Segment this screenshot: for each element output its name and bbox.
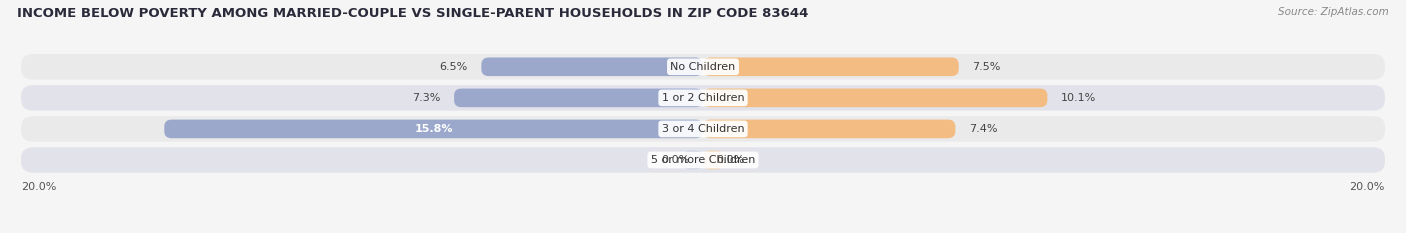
Text: 3 or 4 Children: 3 or 4 Children	[662, 124, 744, 134]
Text: 0.0%: 0.0%	[717, 155, 745, 165]
FancyBboxPatch shape	[21, 85, 1385, 111]
Text: 6.5%: 6.5%	[440, 62, 468, 72]
Text: 7.3%: 7.3%	[412, 93, 440, 103]
Text: INCOME BELOW POVERTY AMONG MARRIED-COUPLE VS SINGLE-PARENT HOUSEHOLDS IN ZIP COD: INCOME BELOW POVERTY AMONG MARRIED-COUPL…	[17, 7, 808, 20]
FancyBboxPatch shape	[481, 58, 703, 76]
Text: 20.0%: 20.0%	[21, 182, 56, 192]
FancyBboxPatch shape	[21, 147, 1385, 173]
FancyBboxPatch shape	[21, 54, 1385, 79]
FancyBboxPatch shape	[703, 58, 959, 76]
Text: 5 or more Children: 5 or more Children	[651, 155, 755, 165]
Text: 0.0%: 0.0%	[661, 155, 689, 165]
Text: 7.5%: 7.5%	[973, 62, 1001, 72]
Text: 20.0%: 20.0%	[1350, 182, 1385, 192]
Text: Source: ZipAtlas.com: Source: ZipAtlas.com	[1278, 7, 1389, 17]
Text: 7.4%: 7.4%	[969, 124, 997, 134]
Text: No Children: No Children	[671, 62, 735, 72]
Text: 10.1%: 10.1%	[1062, 93, 1097, 103]
FancyBboxPatch shape	[165, 120, 703, 138]
FancyBboxPatch shape	[703, 120, 955, 138]
FancyBboxPatch shape	[703, 151, 724, 169]
FancyBboxPatch shape	[703, 89, 1047, 107]
FancyBboxPatch shape	[682, 151, 703, 169]
FancyBboxPatch shape	[21, 116, 1385, 142]
Text: 1 or 2 Children: 1 or 2 Children	[662, 93, 744, 103]
FancyBboxPatch shape	[454, 89, 703, 107]
Text: 15.8%: 15.8%	[415, 124, 453, 134]
